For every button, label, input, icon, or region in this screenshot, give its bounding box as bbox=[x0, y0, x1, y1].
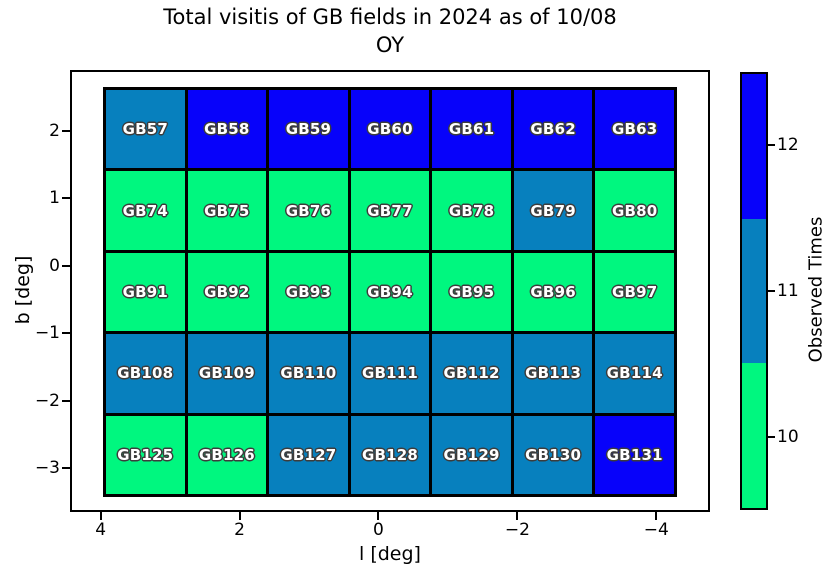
colorbar-label: Observed Times bbox=[805, 216, 827, 363]
colorbar-tick-mark bbox=[768, 144, 775, 146]
heatmap-cell-gb59: GB59 bbox=[269, 90, 348, 169]
heatmap-cell-gb63: GB63 bbox=[595, 90, 674, 169]
colorbar-tick-mark bbox=[768, 436, 775, 438]
heatmap-cell-gb127: GB127 bbox=[269, 415, 348, 494]
heatmap-cell-gb97: GB97 bbox=[595, 252, 674, 332]
heatmap-cell-gb95: GB95 bbox=[432, 252, 511, 332]
x-tick-mark bbox=[238, 512, 241, 520]
heatmap-cell-gb109: GB109 bbox=[187, 334, 267, 413]
x-axis-label: l [deg] bbox=[359, 543, 421, 565]
colorbar-segment-10 bbox=[742, 363, 766, 509]
heatmap-cell-gb111: GB111 bbox=[350, 334, 430, 413]
y-tick-label: 1 bbox=[49, 188, 60, 209]
heatmap-cell-gb125: GB125 bbox=[106, 415, 185, 494]
heatmap-cell-gb60: GB60 bbox=[350, 90, 430, 169]
heatmap-cell-gb57: GB57 bbox=[106, 90, 185, 169]
y-tick-mark bbox=[62, 332, 70, 335]
heatmap-cell-gb112: GB112 bbox=[432, 334, 511, 413]
heatmap-cell-gb80: GB80 bbox=[595, 171, 674, 250]
y-tick-mark bbox=[62, 129, 70, 132]
chart-subtitle: OY bbox=[375, 33, 405, 57]
y-tick-mark bbox=[62, 467, 70, 470]
heatmap-cell-gb76: GB76 bbox=[269, 171, 348, 250]
heatmap-cell-gb79: GB79 bbox=[513, 171, 593, 250]
plot-area: GB57 GB58 GB59 GB60 GB61 GB62 GB63 GB74 GB75 GB76… bbox=[70, 70, 710, 512]
x-tick-label: 2 bbox=[234, 520, 245, 540]
colorbar-segment-11 bbox=[742, 218, 766, 364]
colorbar-tick-label: 11 bbox=[777, 281, 799, 301]
heatmap-cell-gb129: GB129 bbox=[432, 415, 511, 494]
colorbar-tick-mark bbox=[768, 290, 775, 292]
heatmap-cell-gb114: GB114 bbox=[595, 334, 674, 413]
heatmap-cell-gb94: GB94 bbox=[350, 252, 430, 332]
x-tick-mark bbox=[516, 512, 519, 520]
x-tick-label: −2 bbox=[504, 520, 530, 540]
heatmap-cell-gb75: GB75 bbox=[187, 171, 267, 250]
heatmap-cell-gb92: GB92 bbox=[187, 252, 267, 332]
heatmap-cell-gb110: GB110 bbox=[269, 334, 348, 413]
y-tick-label: −2 bbox=[34, 390, 60, 411]
y-axis-label: b [deg] bbox=[12, 255, 34, 325]
x-tick-mark bbox=[377, 512, 380, 520]
x-tick-mark bbox=[655, 512, 658, 520]
heatmap-cell-gb91: GB91 bbox=[106, 252, 185, 332]
colorbar bbox=[740, 72, 768, 510]
colorbar-segment-12 bbox=[742, 74, 766, 219]
y-tick-label: 2 bbox=[49, 120, 60, 141]
y-tick-label: 0 bbox=[49, 255, 60, 276]
x-tick-label: 0 bbox=[373, 520, 384, 540]
heatmap-cell-gb74: GB74 bbox=[106, 171, 185, 250]
heatmap-cell-gb128: GB128 bbox=[350, 415, 430, 494]
heatmap-cell-gb78: GB78 bbox=[432, 171, 511, 250]
heatmap-cell-gb61: GB61 bbox=[432, 90, 511, 169]
colorbar-tick-label: 12 bbox=[777, 135, 799, 155]
heatmap-cell-gb58: GB58 bbox=[187, 90, 267, 169]
x-tick-mark bbox=[99, 512, 102, 520]
heatmap-cell-gb62: GB62 bbox=[513, 90, 593, 169]
heatmap-cell-gb108: GB108 bbox=[106, 334, 185, 413]
colorbar-tick-label: 10 bbox=[777, 427, 799, 447]
y-tick-mark bbox=[62, 399, 70, 402]
y-tick-mark bbox=[62, 197, 70, 200]
y-tick-label: −3 bbox=[34, 458, 60, 479]
heatmap-cell-gb130: GB130 bbox=[513, 415, 593, 494]
heatmap-cell-gb113: GB113 bbox=[513, 334, 593, 413]
y-tick-mark bbox=[62, 264, 70, 267]
y-tick-label: −1 bbox=[34, 323, 60, 344]
heatmap-cell-gb77: GB77 bbox=[350, 171, 430, 250]
x-tick-label: 4 bbox=[95, 520, 107, 540]
heatmap-cell-gb93: GB93 bbox=[269, 252, 348, 332]
chart-title: Total visitis of GB fields in 2024 as of… bbox=[163, 5, 617, 29]
heatmap-cell-gb131: GB131 bbox=[595, 415, 674, 494]
heatmap-cell-gb126: GB126 bbox=[187, 415, 267, 494]
heatmap-cell-gb96: GB96 bbox=[513, 252, 593, 332]
x-tick-label: −4 bbox=[643, 520, 669, 540]
heatmap-grid: GB57 GB58 GB59 GB60 GB61 GB62 GB63 GB74 GB75 GB76… bbox=[103, 87, 677, 497]
